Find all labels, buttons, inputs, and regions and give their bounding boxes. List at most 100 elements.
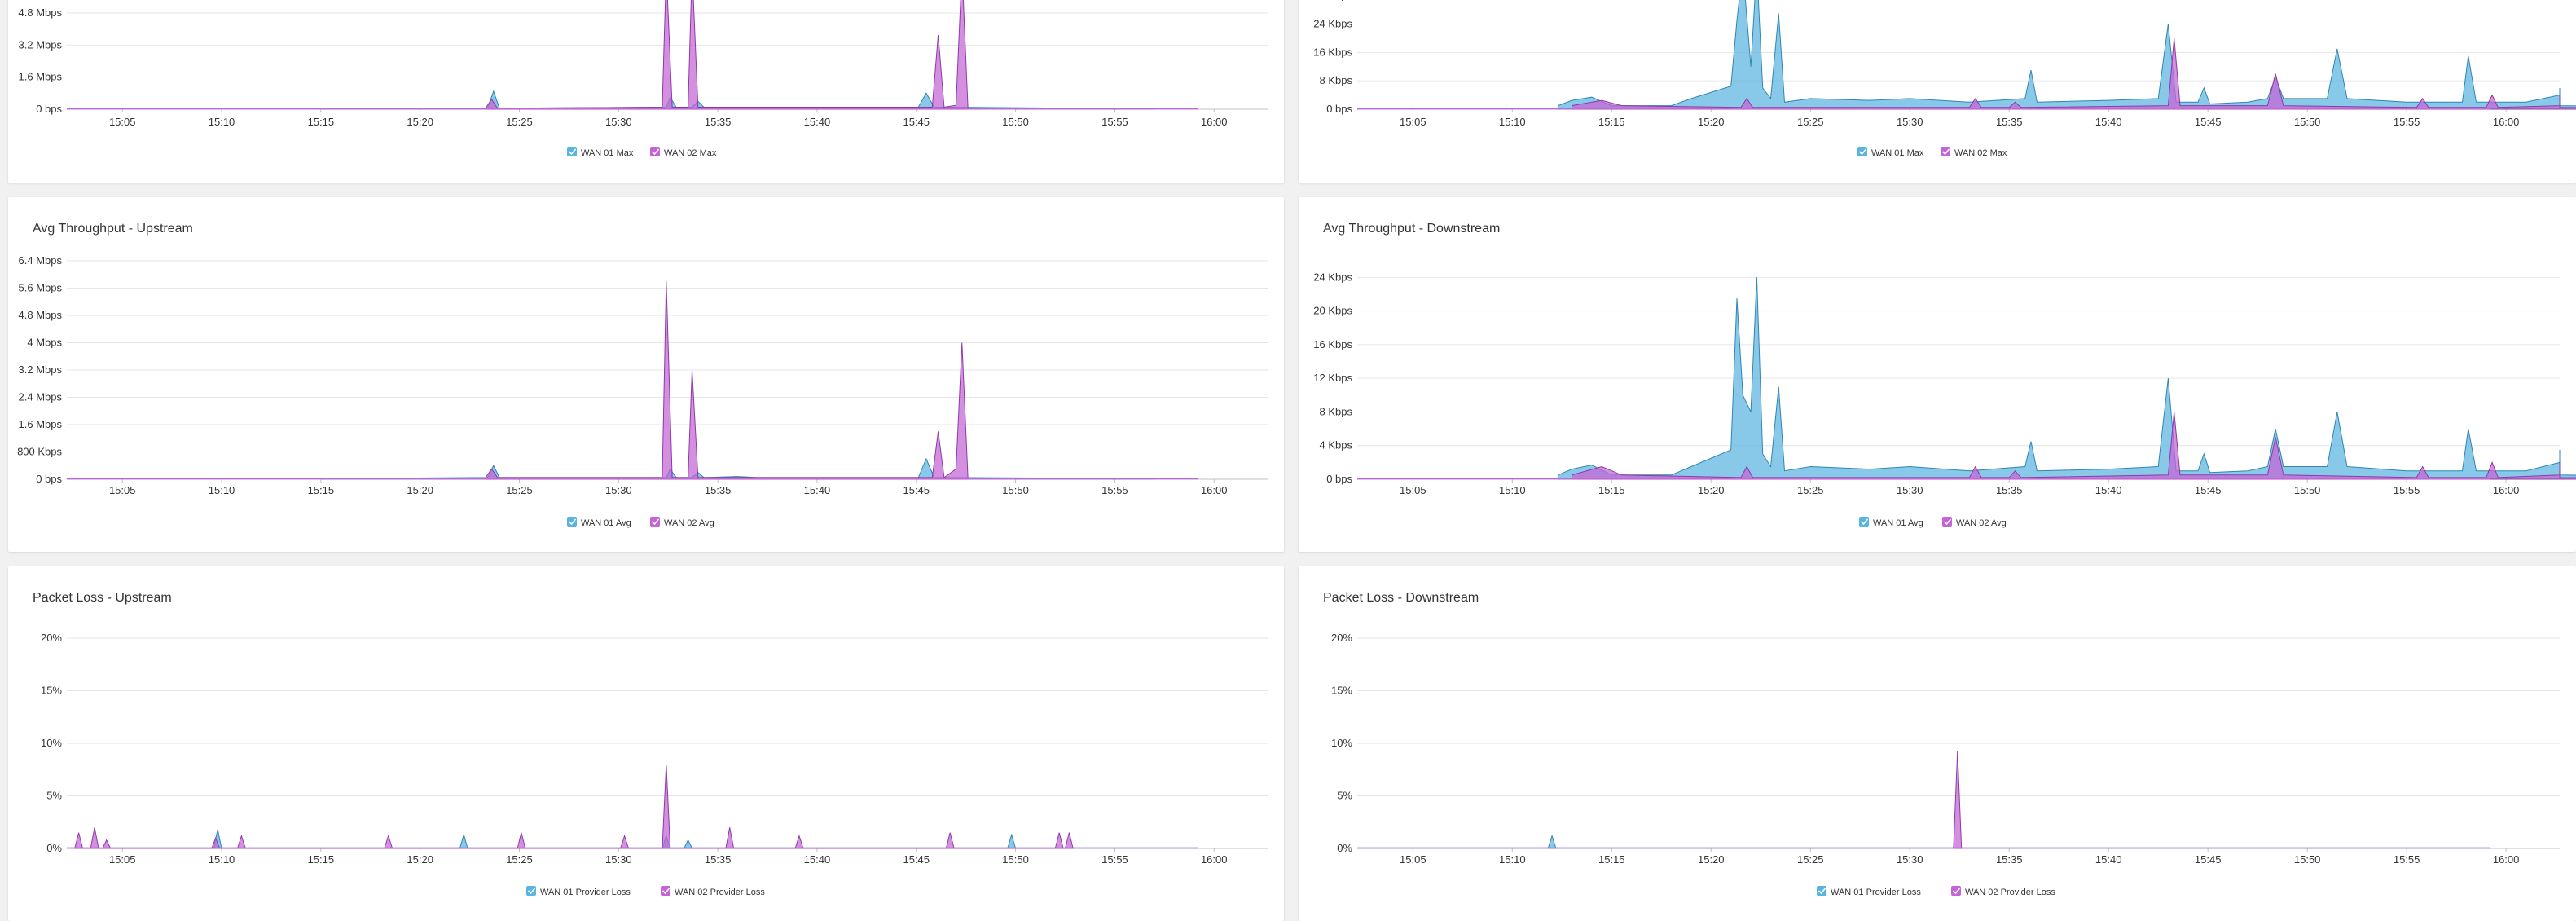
y-tick-label: 8 Kbps	[1320, 74, 1353, 86]
checkbox-checked-icon[interactable]	[650, 517, 660, 527]
legend-label: WAN 01 Provider Loss	[540, 888, 631, 897]
y-tick-label: 5.6 Mbps	[19, 282, 63, 294]
x-tick-label: 15:05	[109, 853, 136, 866]
legend-item-wan02[interactable]: WAN 02 Max	[650, 147, 717, 158]
legend-item-wan02[interactable]: WAN 02 Avg	[1942, 517, 2007, 528]
x-tick-label: 15:25	[1797, 484, 1824, 496]
checkbox-checked-icon[interactable]	[1941, 147, 1950, 156]
series-area-wan01	[1548, 836, 1556, 849]
x-tick-label: 15:30	[1897, 484, 1923, 496]
x-tick-label: 15:35	[705, 484, 732, 496]
legend-label: WAN 01 Avg	[581, 518, 631, 528]
x-tick-label: 15:20	[407, 116, 433, 128]
y-tick-label: 0%	[46, 842, 62, 854]
series-area-wan01	[1558, 0, 2576, 109]
y-tick-label: 2.4 Mbps	[19, 391, 63, 403]
x-tick-label: 16:00	[2493, 853, 2520, 866]
series-area-wan02	[486, 281, 968, 479]
legend-item-wan01[interactable]: WAN 01 Avg	[567, 517, 631, 528]
legend-label: WAN 02 Avg	[1956, 518, 2007, 528]
legend-item-wan02[interactable]: WAN 02 Max	[1941, 147, 2007, 158]
x-tick-label: 15:35	[1996, 484, 2023, 496]
checkbox-checked-icon[interactable]	[650, 147, 660, 156]
y-tick-label: 10%	[1331, 737, 1352, 749]
y-tick-label: 0 bps	[1326, 103, 1352, 115]
x-tick-label: 15:55	[1101, 116, 1128, 128]
y-tick-label: 0 bps	[1326, 473, 1352, 485]
x-tick-label: 15:45	[2195, 116, 2222, 128]
checkbox-checked-icon[interactable]	[567, 147, 577, 156]
legend-label: WAN 01 Max	[1871, 148, 1924, 158]
checkbox-checked-icon[interactable]	[1817, 886, 1826, 896]
x-tick-label: 15:55	[1101, 484, 1128, 496]
y-tick-label: 20%	[41, 632, 62, 644]
x-tick-label: 15:45	[903, 853, 930, 866]
x-tick-label: 15:40	[804, 853, 831, 866]
legend-label: WAN 01 Provider Loss	[1831, 888, 1921, 897]
x-tick-label: 15:45	[2195, 484, 2222, 496]
y-tick-label: 12 Kbps	[1313, 372, 1352, 384]
y-tick-label: 15%	[1331, 685, 1352, 697]
legend-item-wan02[interactable]: WAN 02 Avg	[650, 517, 714, 528]
legend-item-wan01[interactable]: WAN 01 Provider Loss	[526, 886, 631, 897]
x-tick-label: 15:35	[1996, 853, 2023, 866]
checkbox-checked-icon[interactable]	[526, 886, 536, 896]
x-tick-label: 15:25	[506, 853, 533, 866]
legend-item-wan01[interactable]: WAN 01 Max	[1857, 147, 1924, 158]
legend-item-wan02[interactable]: WAN 02 Provider Loss	[661, 886, 765, 897]
x-tick-label: 15:15	[308, 484, 335, 496]
x-tick-label: 15:05	[109, 484, 136, 496]
x-tick-label: 15:35	[705, 116, 732, 128]
y-tick-label: 20 Kbps	[1313, 305, 1352, 317]
y-tick-label: 1.6 Mbps	[19, 71, 63, 83]
legend-item-wan01[interactable]: WAN 01 Avg	[1859, 517, 1923, 528]
x-tick-label: 15:20	[407, 484, 433, 496]
y-tick-label: 4.8 Mbps	[19, 7, 63, 19]
series-area-wan02	[75, 765, 1074, 848]
y-tick-label: 6.4 Mbps	[19, 254, 63, 267]
y-tick-label: 4 Mbps	[27, 337, 62, 349]
x-tick-label: 15:40	[2095, 853, 2122, 866]
packet-loss-downstream-panel: Packet Loss - Downstream 0%5%10%15%20%15…	[1299, 566, 2576, 921]
x-tick-label: 16:00	[2493, 484, 2520, 496]
checkbox-checked-icon[interactable]	[567, 517, 577, 527]
x-tick-label: 15:40	[2095, 116, 2122, 128]
x-tick-label: 15:10	[209, 853, 235, 866]
y-tick-label: 0%	[1337, 842, 1352, 854]
legend-item-wan01[interactable]: WAN 01 Max	[567, 147, 634, 158]
x-tick-label: 15:15	[1598, 116, 1625, 128]
checkbox-checked-icon[interactable]	[1857, 147, 1867, 156]
checkbox-checked-icon[interactable]	[661, 886, 670, 896]
legend-item-wan01[interactable]: WAN 01 Provider Loss	[1817, 886, 1921, 897]
y-tick-label: 3.2 Mbps	[19, 38, 63, 51]
x-tick-label: 15:50	[2294, 484, 2321, 496]
x-tick-label: 15:30	[605, 853, 632, 866]
legend-label: WAN 02 Max	[1954, 148, 2007, 158]
x-tick-label: 15:05	[109, 116, 136, 128]
x-tick-label: 15:15	[308, 116, 335, 128]
legend-label: WAN 02 Avg	[664, 518, 714, 528]
x-tick-label: 15:20	[1698, 116, 1725, 128]
checkbox-checked-icon[interactable]	[1942, 517, 1952, 527]
legend-label: WAN 01 Avg	[1873, 518, 1923, 528]
x-tick-label: 15:10	[209, 484, 235, 496]
legend-item-wan02[interactable]: WAN 02 Provider Loss	[1951, 886, 2055, 897]
y-tick-label: 0 bps	[36, 473, 62, 485]
x-tick-label: 15:25	[506, 484, 533, 496]
checkbox-checked-icon[interactable]	[1859, 517, 1869, 527]
series-area-wan02	[1954, 751, 1962, 848]
y-tick-label: 24 Kbps	[1313, 271, 1352, 283]
y-tick-label: 8 Kbps	[1320, 405, 1353, 417]
checkbox-checked-icon[interactable]	[1951, 886, 1961, 896]
x-tick-label: 15:20	[1698, 853, 1725, 866]
x-tick-label: 15:45	[2195, 853, 2222, 866]
x-tick-label: 15:40	[804, 116, 831, 128]
x-tick-label: 15:50	[1002, 484, 1029, 496]
x-tick-label: 15:45	[903, 116, 930, 128]
y-tick-label: 4.8 Mbps	[19, 309, 63, 321]
x-tick-label: 15:10	[1499, 116, 1526, 128]
